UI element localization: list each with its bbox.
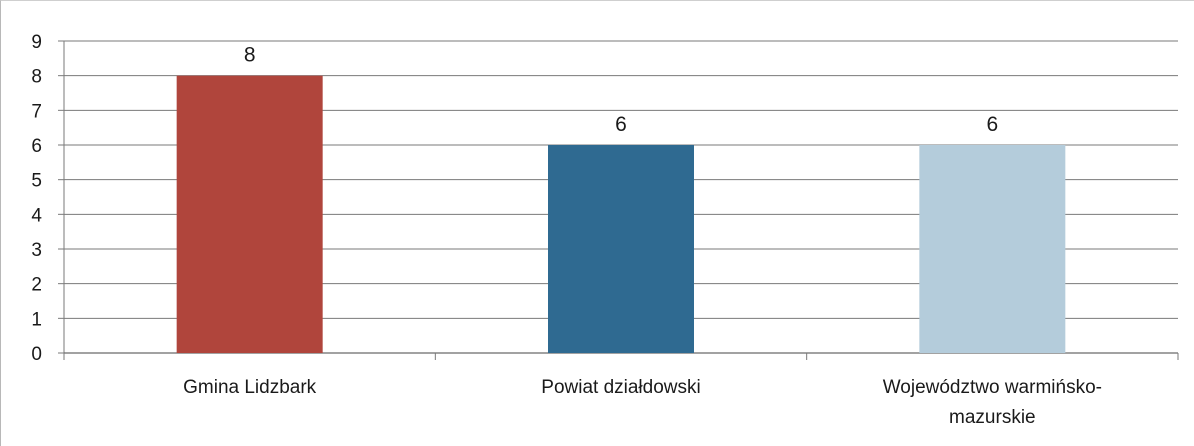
x-category-label: Gmina Lidzbark: [183, 377, 317, 398]
bar: [548, 145, 694, 353]
y-tick-label: 8: [31, 67, 42, 88]
x-category-label: Powiat działdowski: [541, 377, 700, 398]
x-category-label: mazurskie: [949, 407, 1036, 428]
y-tick-label: 9: [31, 32, 42, 53]
y-tick-label: 7: [31, 101, 42, 122]
y-tick-label: 4: [31, 205, 42, 226]
x-category-label: Województwo warmińsko-: [883, 377, 1102, 398]
y-tick-label: 0: [31, 344, 42, 365]
data-label: 8: [244, 44, 256, 67]
bar: [176, 75, 323, 354]
y-tick-label: 1: [31, 309, 42, 330]
data-label: 6: [986, 113, 998, 136]
y-tick-label: 6: [31, 136, 42, 157]
y-tick-label: 5: [31, 171, 42, 192]
bar: [919, 145, 1066, 353]
y-tick-label: 2: [31, 275, 42, 296]
y-tick-label: 3: [31, 240, 42, 261]
data-label: 6: [615, 113, 627, 136]
